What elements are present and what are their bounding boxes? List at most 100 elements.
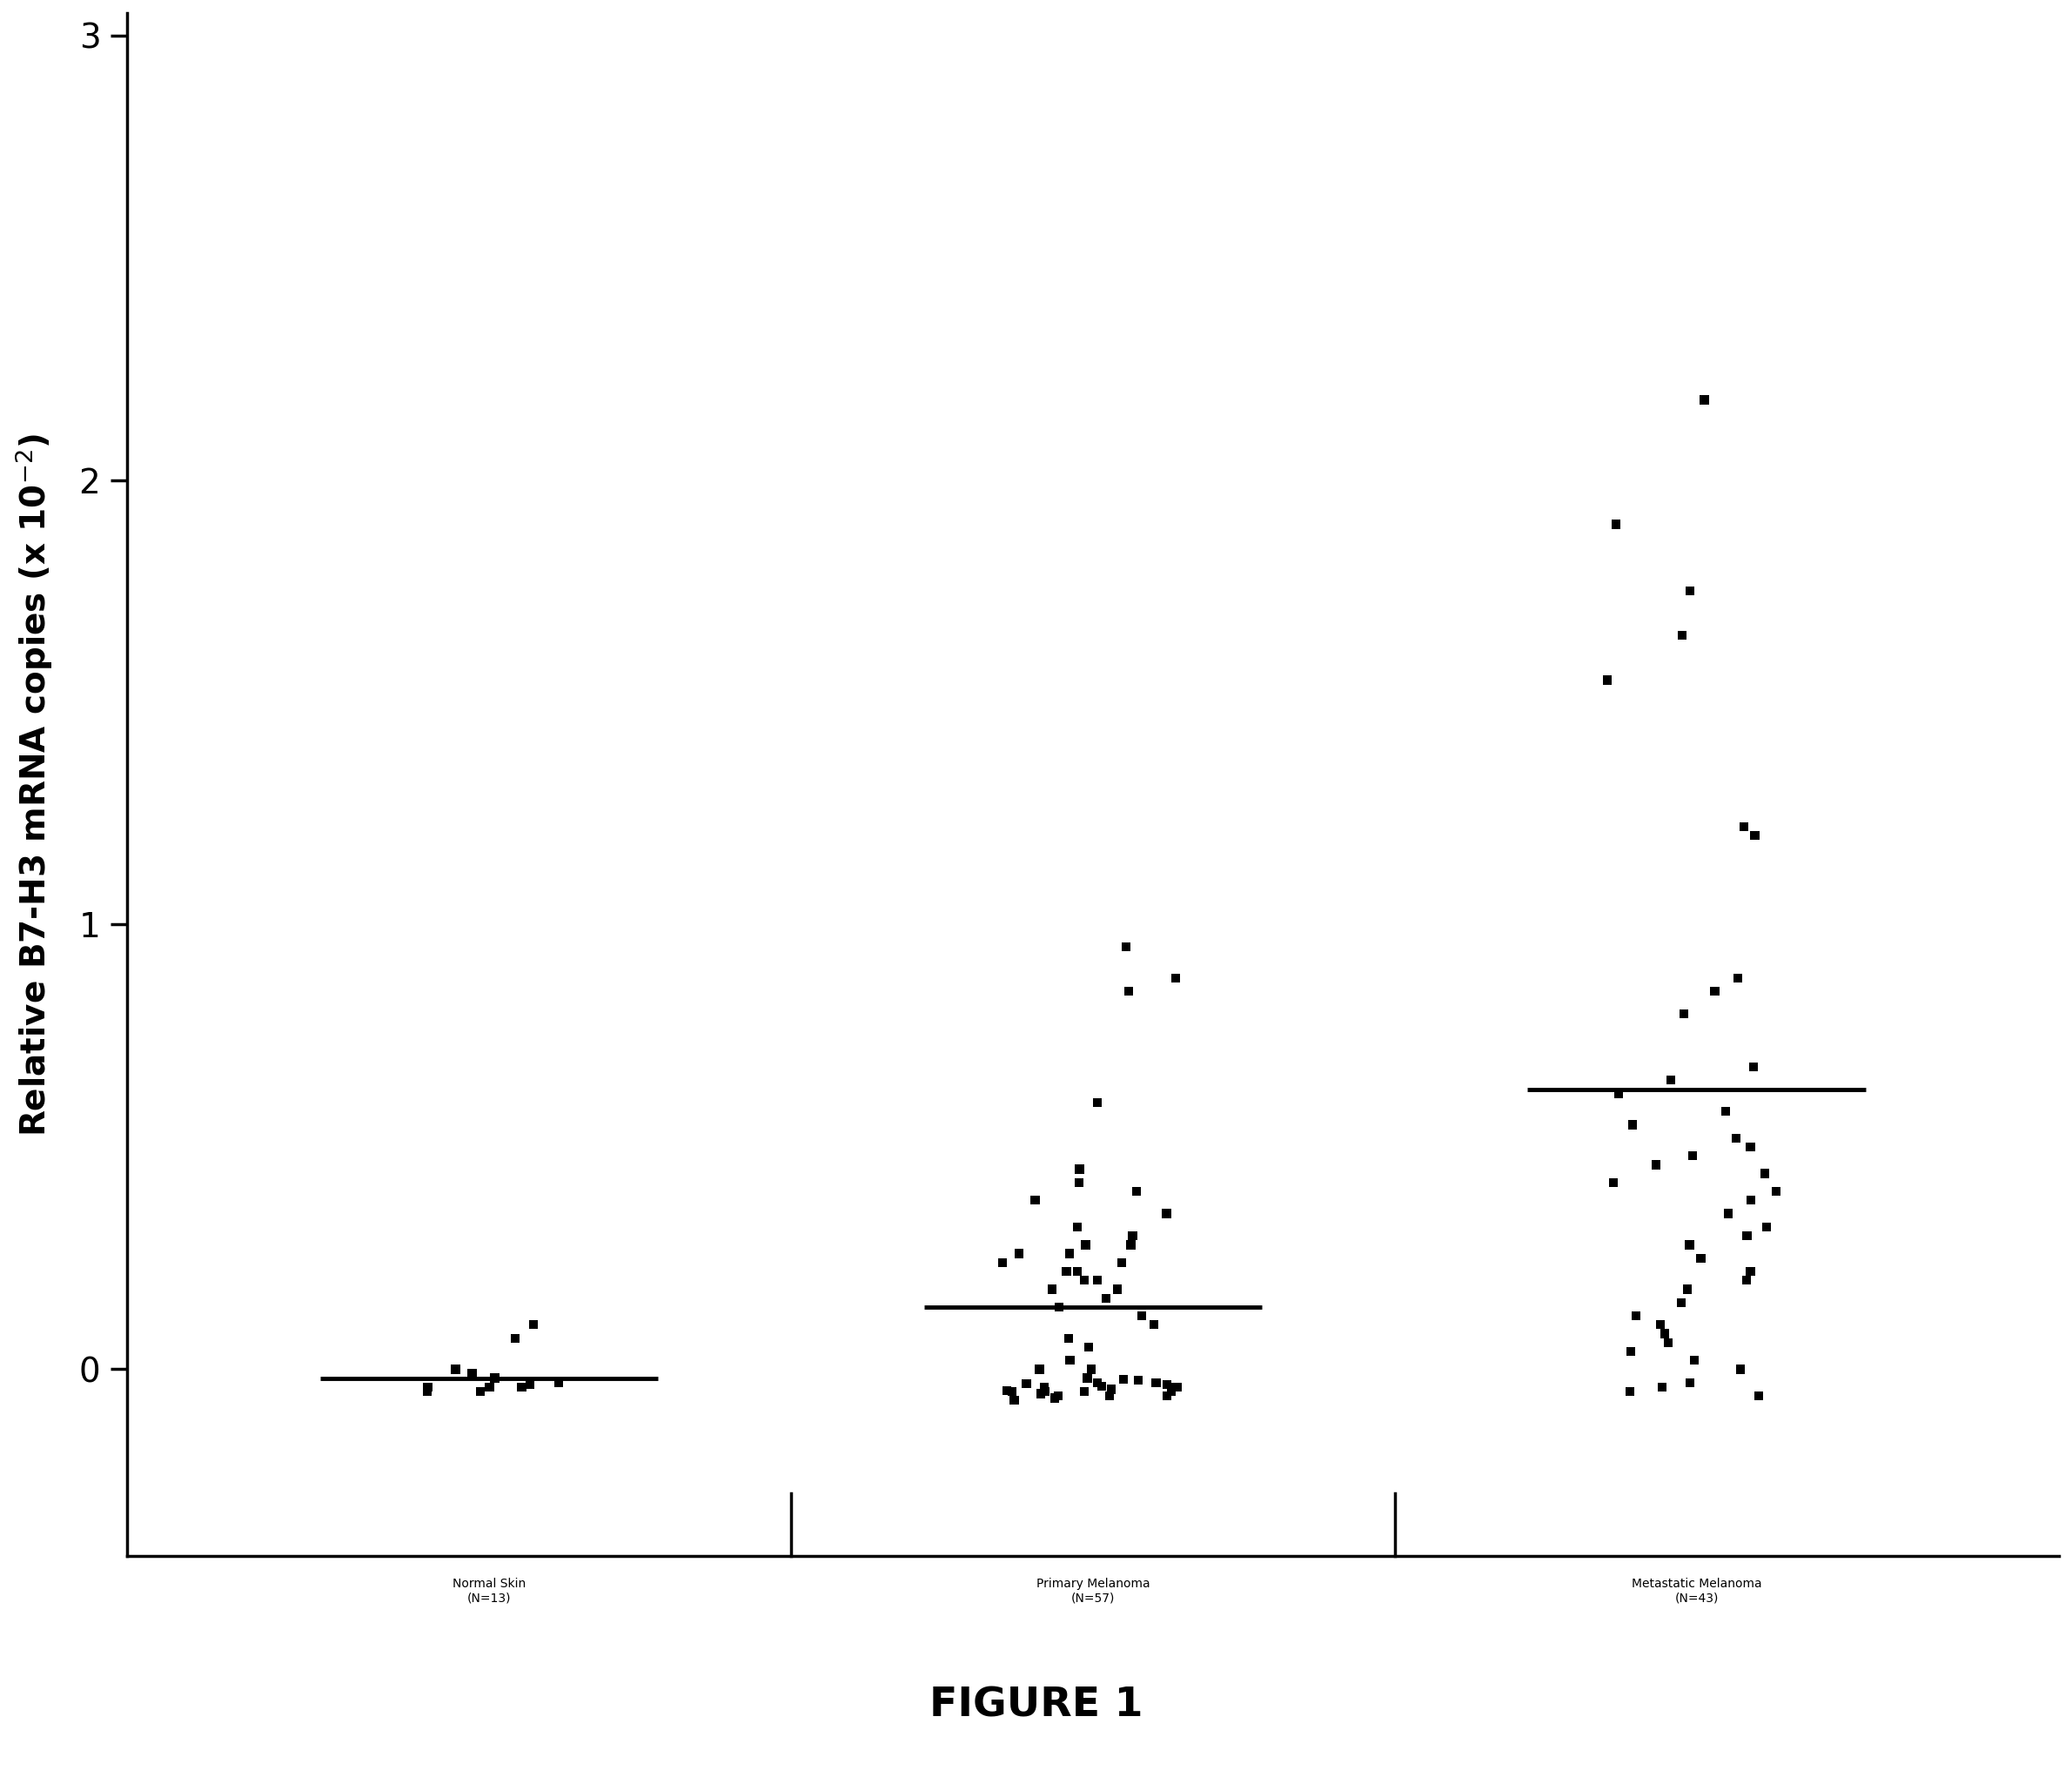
Point: [1028, 1374, 1061, 1402]
Point: [1090, 1283, 1123, 1311]
Point: [995, 1377, 1028, 1406]
Point: [1080, 1265, 1113, 1294]
Point: [1082, 1088, 1115, 1116]
Point: [1720, 1123, 1753, 1151]
Point: [1024, 1379, 1057, 1407]
Point: [506, 1374, 539, 1402]
Point: [1602, 1079, 1635, 1107]
Point: [1061, 1256, 1094, 1285]
Point: [499, 1324, 533, 1352]
Point: [1019, 1185, 1053, 1214]
Point: [516, 1311, 549, 1340]
Point: [1158, 963, 1191, 992]
Point: [1709, 1096, 1743, 1125]
Point: [1150, 1199, 1183, 1228]
Point: [1094, 1383, 1127, 1411]
Point: [1121, 1367, 1154, 1395]
Point: [1730, 1265, 1763, 1294]
Point: [1140, 1368, 1173, 1397]
Point: [1003, 1239, 1036, 1267]
Point: [1751, 1212, 1784, 1240]
Point: [1009, 1370, 1042, 1398]
Point: [1117, 1221, 1150, 1249]
Point: [1038, 1384, 1071, 1413]
Point: [1125, 1303, 1158, 1331]
Point: [1591, 666, 1624, 695]
Point: [514, 1370, 547, 1398]
Point: [456, 1359, 489, 1388]
Point: [1668, 999, 1701, 1027]
Point: [990, 1377, 1024, 1406]
Point: [1024, 1356, 1057, 1384]
Point: [1734, 1132, 1767, 1160]
Point: [1649, 1320, 1682, 1349]
Point: [1614, 1377, 1647, 1406]
Point: [543, 1368, 576, 1397]
Point: [410, 1374, 443, 1402]
Point: [1651, 1329, 1685, 1358]
Point: [1150, 1370, 1183, 1398]
Point: [1063, 1155, 1096, 1183]
Point: [1730, 1221, 1763, 1249]
Point: [479, 1365, 512, 1393]
Point: [1063, 1167, 1096, 1196]
Point: [1082, 1368, 1115, 1397]
Point: [1121, 1176, 1154, 1205]
Point: [1053, 1324, 1086, 1352]
Point: [472, 1374, 506, 1402]
Point: [1666, 622, 1699, 650]
Point: [1614, 1338, 1647, 1367]
Point: [1687, 386, 1720, 414]
Point: [1104, 1247, 1138, 1276]
Point: [1674, 578, 1707, 606]
Point: [1724, 1356, 1757, 1384]
Point: [1616, 1111, 1649, 1139]
Point: [1086, 1372, 1119, 1400]
Point: [1053, 1239, 1086, 1267]
Point: [1685, 1244, 1718, 1272]
Point: [1743, 1383, 1776, 1411]
Point: [999, 1386, 1032, 1414]
Point: [1036, 1274, 1069, 1303]
Point: [1670, 1274, 1703, 1303]
Point: [1067, 1377, 1100, 1406]
Point: [1138, 1311, 1171, 1340]
Point: [1598, 1167, 1631, 1196]
Point: [1160, 1374, 1193, 1402]
Point: [1664, 1288, 1697, 1317]
Y-axis label: Relative B7-H3 mRNA copies (x 10$^{-2}$): Relative B7-H3 mRNA copies (x 10$^{-2}$): [12, 434, 54, 1136]
Point: [1028, 1377, 1061, 1406]
Point: [1600, 510, 1633, 538]
Point: [1699, 977, 1732, 1006]
Point: [1158, 1374, 1191, 1402]
Point: [1734, 1185, 1767, 1214]
Point: [1645, 1374, 1678, 1402]
Point: [1728, 812, 1761, 841]
Point: [1113, 977, 1146, 1006]
Text: FIGURE 1: FIGURE 1: [928, 1686, 1144, 1725]
Point: [1051, 1256, 1084, 1285]
Point: [1759, 1176, 1792, 1205]
Point: [1736, 1052, 1769, 1080]
Point: [464, 1377, 497, 1406]
Point: [1042, 1292, 1075, 1320]
Point: [1154, 1377, 1187, 1406]
Point: [1071, 1365, 1104, 1393]
Point: [410, 1377, 443, 1406]
Point: [1678, 1347, 1711, 1375]
Point: [1071, 1365, 1104, 1393]
Point: [986, 1247, 1019, 1276]
Point: [1073, 1333, 1106, 1361]
Point: [1106, 1365, 1140, 1393]
Point: [439, 1356, 472, 1384]
Point: [1094, 1375, 1127, 1404]
Point: [1115, 1230, 1148, 1258]
Point: [1676, 1141, 1709, 1169]
Point: [1061, 1212, 1094, 1240]
Point: [1100, 1274, 1133, 1303]
Point: [1749, 1159, 1782, 1187]
Point: [1109, 933, 1142, 961]
Point: [1643, 1311, 1676, 1340]
Point: [1672, 1230, 1705, 1258]
Point: [1053, 1347, 1086, 1375]
